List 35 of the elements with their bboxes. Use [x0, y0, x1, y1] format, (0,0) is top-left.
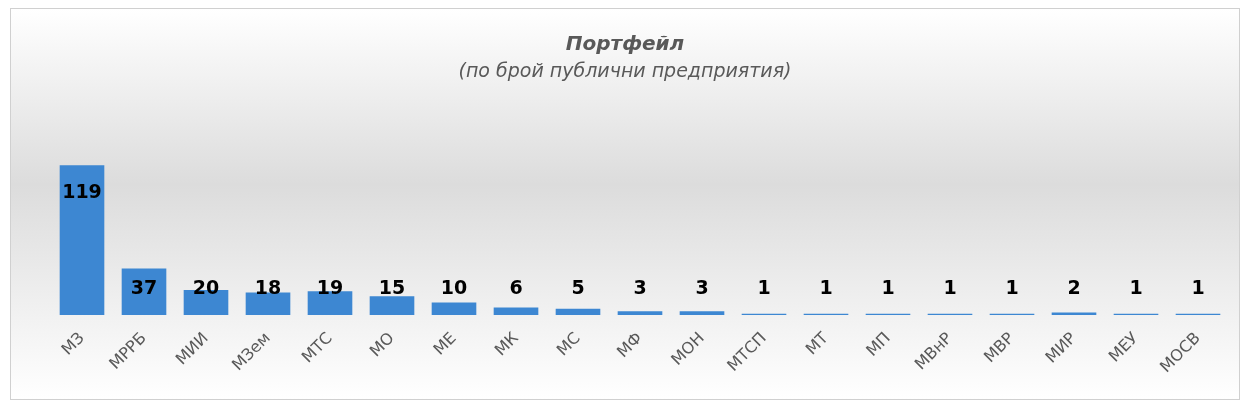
bar [59, 165, 105, 316]
x-tick-label: МО [365, 328, 398, 361]
bar [493, 307, 539, 316]
data-label: 1 [819, 276, 833, 299]
data-label: 15 [378, 276, 406, 299]
data-label: 1 [757, 276, 771, 299]
chart-title: Портфейл [564, 31, 686, 55]
data-label: 37 [130, 276, 158, 299]
data-label: 1 [1191, 276, 1205, 299]
data-label: 18 [254, 276, 282, 299]
data-label: 3 [695, 276, 709, 299]
x-tick-label: МЕ [429, 328, 460, 359]
bar [369, 296, 415, 316]
bar [617, 311, 663, 316]
x-tick-label: МЗ [57, 328, 88, 359]
data-label: 119 [62, 180, 102, 203]
chart-subtitle: (по брой публични предприятия) [457, 59, 793, 81]
bar [679, 311, 725, 316]
bar [245, 292, 291, 316]
x-tick-label: МС [552, 328, 584, 360]
data-label: 10 [440, 276, 468, 299]
bar [431, 302, 477, 316]
data-label: 2 [1067, 276, 1081, 299]
bar [555, 308, 601, 316]
data-label: 1 [943, 276, 957, 299]
x-tick-label: МК [490, 327, 523, 360]
x-tick-label: МТ [801, 328, 832, 359]
data-label: 3 [633, 276, 647, 299]
data-label: 1 [1129, 276, 1143, 299]
x-tick-label: МП [862, 328, 894, 360]
data-label: 1 [1005, 276, 1019, 299]
data-label: 5 [571, 276, 585, 299]
data-label: 1 [881, 276, 895, 299]
x-tick-label: МФ [612, 328, 646, 362]
data-label: 6 [509, 276, 523, 299]
